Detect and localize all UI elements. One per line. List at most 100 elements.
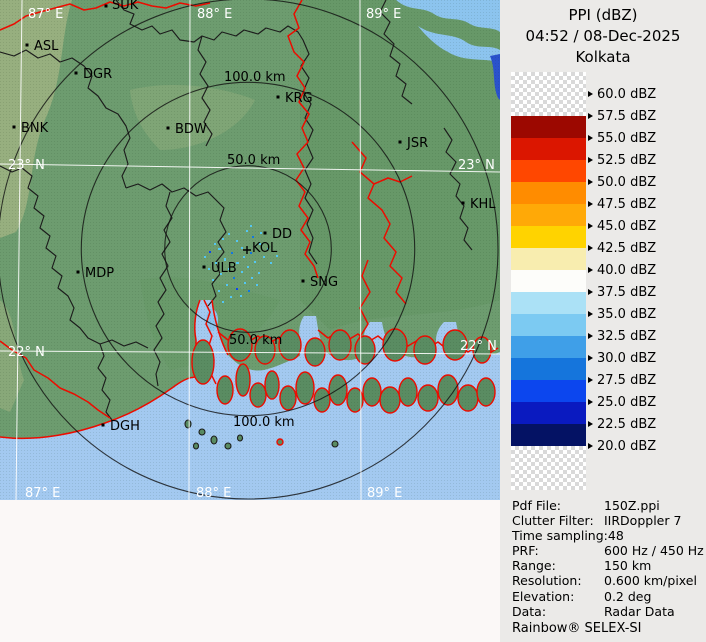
legend-entry-label: 60.0 dBZ	[597, 86, 657, 102]
city-marker-dot	[101, 423, 105, 427]
legend-color-block	[511, 292, 586, 314]
city-label-dgh: DGH	[110, 419, 140, 434]
metadata-label: Time sampling:	[512, 528, 608, 544]
legend-tick-arrow-icon	[588, 311, 593, 317]
legend-color-block	[511, 424, 586, 446]
legend-entry: 20.0 dBZ	[588, 435, 656, 457]
legend-tick-arrow-icon	[588, 377, 593, 383]
legend-color-block	[511, 226, 586, 248]
metadata-value: 600 Hz / 450 Hz	[604, 543, 704, 559]
city-label-mdp: MDP	[85, 266, 114, 281]
city-marker-dot	[461, 201, 465, 205]
city-label-ulb: ULB	[211, 261, 237, 276]
legend-entry: 50.0 dBZ	[588, 171, 656, 193]
city-label-asl: ASL	[34, 39, 59, 54]
grid-label: 87° E	[28, 7, 63, 22]
grid-label: 23° N	[458, 158, 495, 173]
legend-color-block	[511, 402, 586, 424]
legend-entry-label: 25.0 dBZ	[597, 394, 657, 410]
range-ring-label: 50.0 km	[227, 153, 280, 168]
legend-entry: 35.0 dBZ	[588, 303, 656, 325]
legend-entry: 52.5 dBZ	[588, 149, 656, 171]
legend-entry: 40.0 dBZ	[588, 259, 656, 281]
metadata-row: Data: Radar Data	[512, 604, 704, 619]
legend-entry: 25.0 dBZ	[588, 391, 656, 413]
legend-color-block	[511, 336, 586, 358]
metadata-value: 0.600 km/pixel	[604, 573, 697, 589]
station-name: Kolkata	[575, 48, 631, 66]
grid-label: 22° N	[8, 345, 45, 360]
metadata-label: Elevation:	[512, 588, 575, 604]
legend-tick-arrow-icon	[588, 421, 593, 427]
city-label-jsr: JSR	[406, 136, 428, 151]
metadata-row: Elevation: 0.2 deg	[512, 589, 704, 604]
legend-color-block	[511, 160, 586, 182]
legend-entry: 32.5 dBZ	[588, 325, 656, 347]
metadata-label: Range:	[512, 558, 556, 574]
legend-entry: 37.5 dBZ	[588, 281, 656, 303]
city-label-khl: KHL	[470, 197, 496, 212]
metadata-list: Pdf File: 150Z.ppi Clutter Filter: IIRDoppl…	[512, 498, 704, 619]
legend-tick-arrow-icon	[588, 223, 593, 229]
scan-datetime: 04:52 / 08-Dec-2025	[525, 27, 681, 45]
legend-tick-arrow-icon	[588, 135, 593, 141]
legend-entry-label: 30.0 dBZ	[597, 350, 657, 366]
city-label-bnk: BNK	[21, 121, 49, 136]
city-marker-dot	[202, 265, 206, 269]
software-brand: Rainbow® SELEX-SI	[512, 621, 642, 636]
city-marker-dot	[276, 95, 280, 99]
city-label-suk: SUK	[112, 0, 139, 13]
radar-echoes	[204, 225, 278, 303]
legend-entry-label: 32.5 dBZ	[597, 328, 657, 344]
legend-block-checker	[511, 446, 586, 490]
city-marker-dot	[166, 126, 170, 130]
legend-entry: 47.5 dBZ	[588, 193, 656, 215]
metadata-value: Radar Data	[604, 603, 675, 619]
legend-entry: 27.5 dBZ	[588, 369, 656, 391]
legend-entry: 22.5 dBZ	[588, 413, 656, 435]
grid-label: 87° E	[25, 486, 60, 500]
metadata-row: Time sampling: 48	[512, 528, 704, 543]
city-label-dgr: DGR	[83, 67, 112, 82]
metadata-row: Pdf File: 150Z.ppi	[512, 498, 704, 513]
metadata-value: 150Z.ppi	[604, 498, 660, 513]
metadata-value: IIRDoppler 7	[604, 513, 682, 529]
panel-header: PPI (dBZ) 04:52 / 08-Dec-2025 Kolkata	[500, 5, 706, 68]
legend-entry-label: 52.5 dBZ	[597, 152, 657, 168]
legend-color-block	[511, 248, 586, 270]
legend-tick-arrow-icon	[588, 289, 593, 295]
grid-label: 89° E	[367, 486, 402, 500]
legend-color-block	[511, 138, 586, 160]
metadata-row: Range: 150 km	[512, 558, 704, 573]
legend-color-block	[511, 270, 586, 292]
legend-entry-label: 47.5 dBZ	[597, 196, 657, 212]
legend-tick-arrow-icon	[588, 267, 593, 273]
product-title: PPI (dBZ)	[568, 6, 638, 24]
metadata-row: Clutter Filter: IIRDoppler 7	[512, 513, 704, 528]
legend-entry-label: 50.0 dBZ	[597, 174, 657, 190]
legend-entry: 30.0 dBZ	[588, 347, 656, 369]
legend-color-block	[511, 182, 586, 204]
metadata-value: 0.2 deg	[604, 588, 652, 604]
city-marker-dot	[104, 4, 108, 8]
info-panel: PPI (dBZ) 04:52 / 08-Dec-2025 Kolkata 60…	[500, 0, 706, 642]
metadata-label: Clutter Filter:	[512, 513, 594, 529]
metadata-row: PRF: 600 Hz / 450 Hz	[512, 543, 704, 558]
legend-entry-label: 57.5 dBZ	[597, 108, 657, 124]
range-ring-label: 50.0 km	[229, 333, 282, 348]
metadata-label: Data:	[512, 603, 547, 619]
legend-entry-label: 40.0 dBZ	[597, 262, 657, 278]
metadata-row: Resolution: 0.600 km/pixel	[512, 573, 704, 588]
legend-tick-arrow-icon	[588, 443, 593, 449]
city-marker-dot	[301, 279, 305, 283]
legend-entry-label: 20.0 dBZ	[597, 438, 657, 454]
legend-entry-label: 55.0 dBZ	[597, 130, 657, 146]
grid-label: 88° E	[197, 7, 232, 22]
metadata-value: 150 km	[604, 558, 652, 574]
legend-entry-label: 42.5 dBZ	[597, 240, 657, 256]
legend-tick-arrow-icon	[588, 201, 593, 207]
legend-entry-label: 22.5 dBZ	[597, 416, 657, 432]
city-marker-dot	[74, 71, 78, 75]
